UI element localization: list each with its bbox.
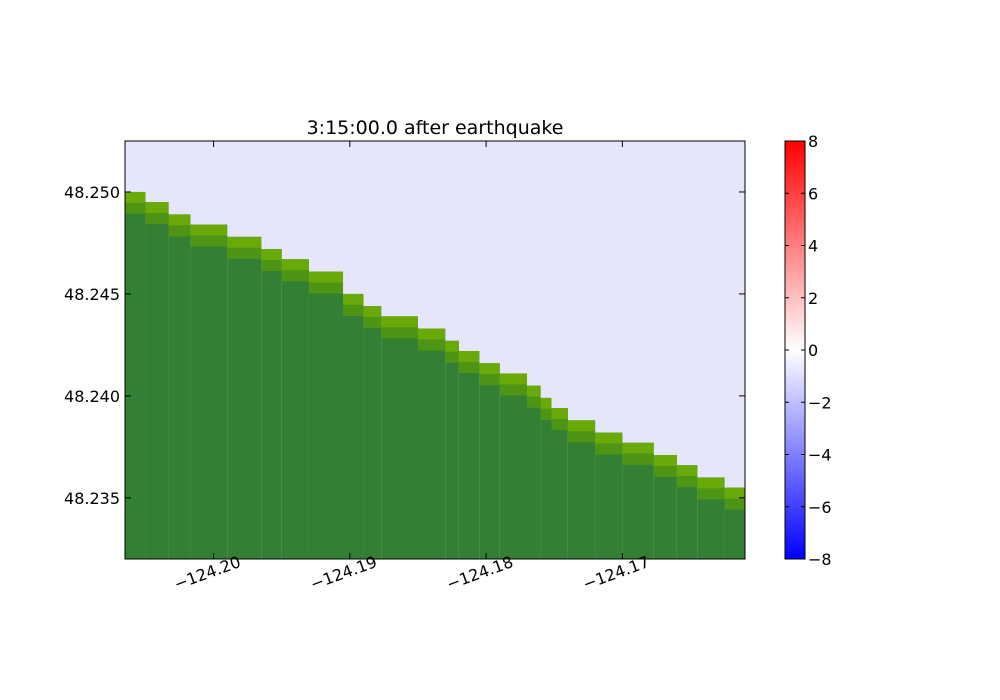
shore-cell [261, 249, 282, 261]
shore-edge-cell [381, 327, 418, 339]
colorbar-tick-label: 0 [808, 341, 818, 360]
land-cell [381, 316, 418, 559]
land-cell [551, 408, 568, 559]
colorbar-tick-label: −2 [808, 393, 832, 412]
shore-cell [281, 259, 309, 271]
shore-edge-cell [445, 351, 459, 363]
shore-edge-cell [308, 282, 344, 294]
colorbar-axis: 8 6 4 2 0 −2 −4 −6 −8 [785, 132, 832, 569]
shore-edge-cell [551, 419, 568, 431]
shore-edge-cell [227, 247, 262, 259]
shore-cell [190, 224, 228, 236]
shore-cell [567, 420, 596, 432]
shore-cell [417, 328, 446, 340]
shore-cell [622, 442, 654, 454]
plot-area [125, 141, 745, 559]
shore-cell [343, 293, 364, 305]
shore-edge-cell [595, 443, 623, 455]
shore-edge-cell [653, 466, 677, 478]
land-cell [499, 373, 527, 559]
land-cells [125, 191, 745, 559]
shore-cell [125, 191, 146, 203]
land-cell [125, 191, 146, 559]
land-cell [261, 249, 282, 559]
land-cell [567, 420, 596, 559]
colorbar-tick-label: −4 [808, 446, 832, 465]
shore-edge-cell [281, 270, 309, 282]
land-cell [653, 455, 677, 559]
shore-edge-cell [622, 453, 654, 465]
shore-edge-cell [499, 384, 527, 396]
land-cell [417, 328, 446, 559]
shore-edge-cell [540, 408, 552, 420]
land-cell [458, 351, 480, 559]
land-cell [190, 224, 228, 559]
land-cell [540, 397, 552, 559]
shore-edge-cell [343, 304, 364, 316]
y-tick-label: 48.235 [64, 489, 120, 508]
land-cell [363, 306, 382, 559]
land-cell [479, 363, 500, 559]
land-cell [227, 236, 262, 559]
shore-edge-cell [567, 431, 596, 443]
colorbar-tick-label: 2 [808, 289, 818, 308]
land-cell [526, 385, 541, 559]
shore-cell [697, 477, 725, 489]
y-tick-label: 48.250 [64, 183, 120, 202]
shore-edge-cell [697, 488, 725, 500]
land-cell [145, 202, 169, 559]
shore-cell [479, 363, 500, 375]
y-tick-label: 48.245 [64, 285, 120, 304]
shore-cell [595, 432, 623, 444]
shore-edge-cell [724, 498, 745, 510]
shore-cell [458, 351, 480, 363]
shore-cell [526, 385, 541, 397]
shore-cell [724, 487, 745, 499]
land-cell [281, 259, 309, 559]
shore-edge-cell [676, 476, 698, 488]
shore-cell [540, 397, 552, 409]
land-cell [308, 271, 344, 559]
colorbar-tick-label: 6 [808, 184, 818, 203]
shore-edge-cell [190, 235, 228, 247]
shore-cell [381, 316, 418, 328]
shore-cell [363, 306, 382, 318]
y-tick-label: 48.240 [64, 387, 120, 406]
colorbar-tick-label: −8 [808, 550, 832, 569]
land-cell [445, 340, 459, 559]
shore-edge-cell [363, 317, 382, 329]
colorbar-tick-label: −6 [808, 498, 832, 517]
shore-cell [551, 408, 568, 420]
shore-edge-cell [261, 260, 282, 272]
shore-edge-cell [145, 213, 169, 225]
shore-edge-cell [479, 374, 500, 386]
shore-edge-cell [168, 225, 191, 237]
land-cell [676, 465, 698, 559]
chart-title: 3:15:00.0 after earthquake [307, 117, 564, 139]
shore-edge-cell [125, 202, 146, 214]
shore-cell [168, 214, 191, 226]
shore-cell [308, 271, 344, 283]
shore-cell [227, 236, 262, 248]
colorbar-tick-label: 8 [808, 132, 818, 151]
land-cell [343, 293, 364, 559]
shore-edge-cell [417, 339, 446, 351]
shore-edge-cell [458, 362, 480, 374]
y-axis: 48.250 48.245 48.240 48.235 [64, 183, 745, 508]
shore-cell [653, 455, 677, 467]
shore-edge-cell [526, 396, 541, 408]
shore-cell [145, 202, 169, 214]
shore-cell [445, 340, 459, 352]
shore-cell [499, 373, 527, 385]
plot-frame [124, 140, 746, 560]
land-cell [168, 214, 191, 559]
shore-cell [676, 465, 698, 477]
colorbar-tick-label: 4 [808, 237, 818, 256]
